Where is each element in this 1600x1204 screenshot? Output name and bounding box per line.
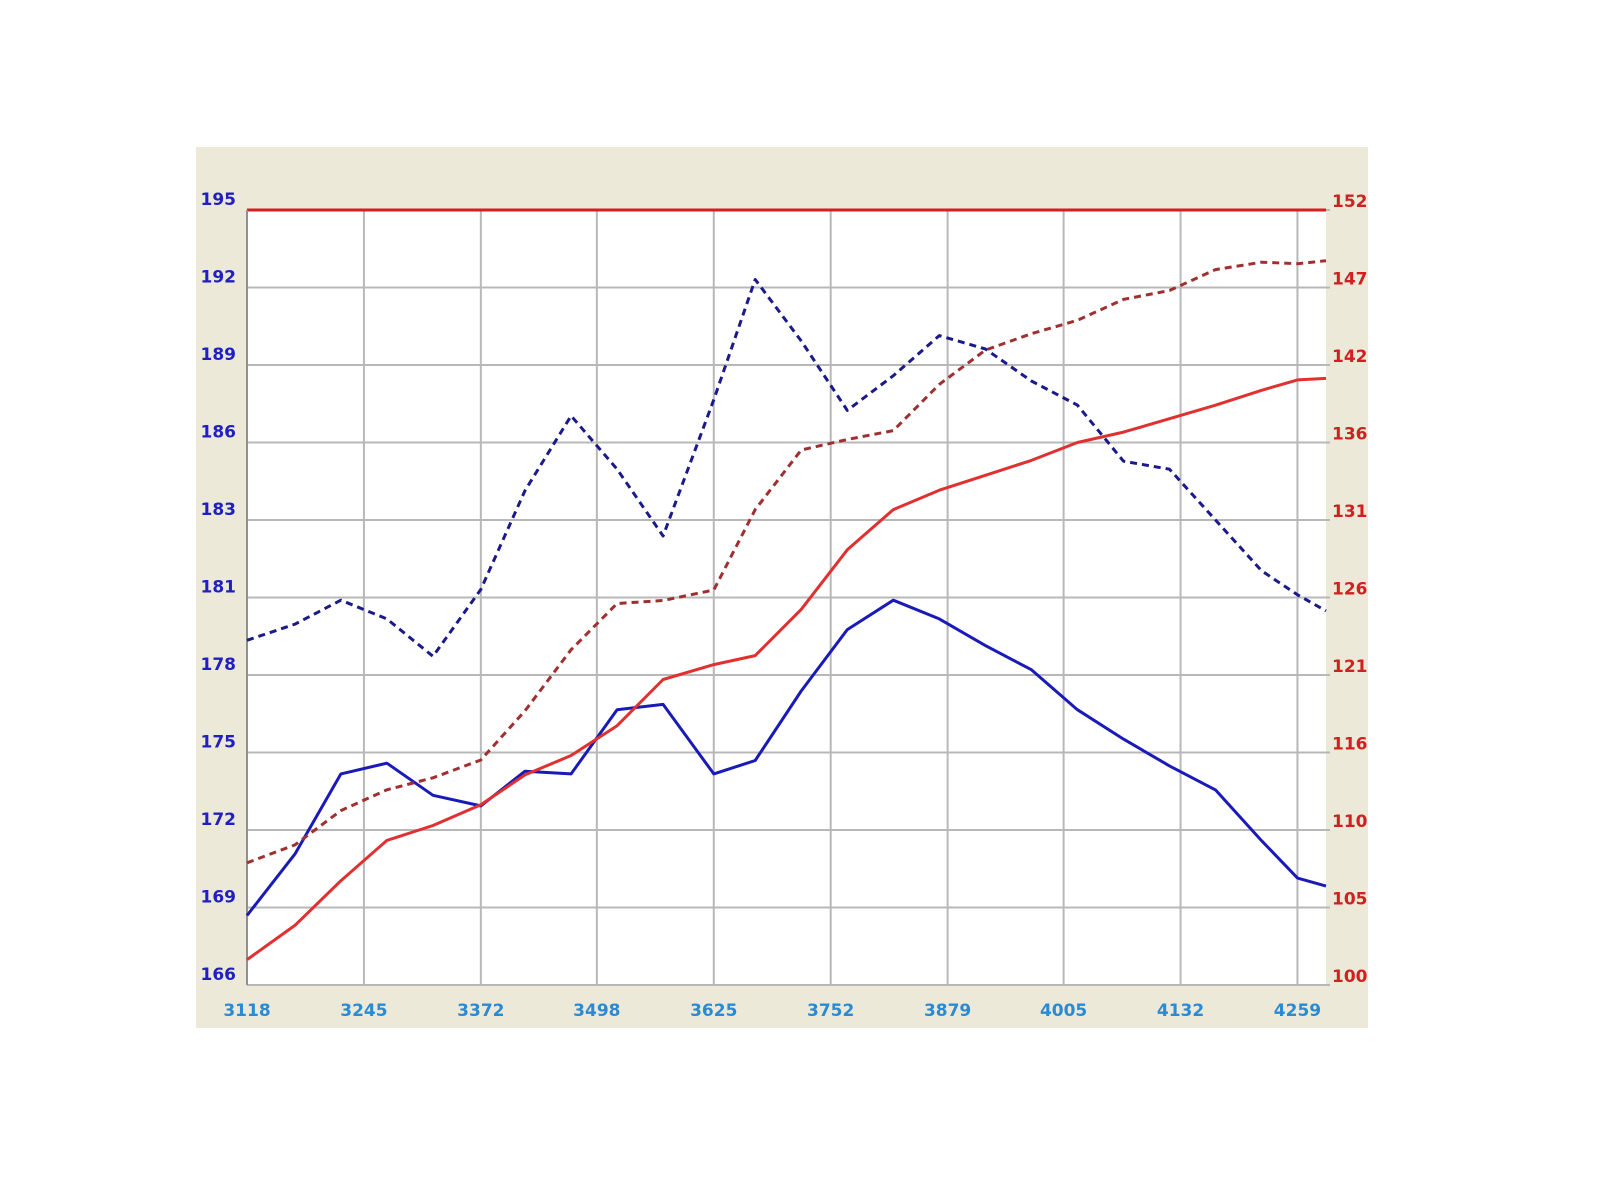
series-line (246, 259, 1327, 865)
y-tick-label: 192 (201, 268, 237, 288)
series-line (245, 598, 1327, 917)
y-tick-label: 172 (201, 810, 237, 830)
x-tick-label: 4005 (1040, 1001, 1087, 1021)
y2-tick-label: 110 (1332, 812, 1368, 832)
y-tick-label: 195 (201, 190, 237, 210)
x-tick-label: 3879 (924, 1001, 971, 1021)
y-tick-label: 189 (201, 345, 237, 365)
y2-tick-label: 147 (1332, 270, 1368, 290)
y-tick-label: 181 (201, 578, 237, 598)
x-tick-label: 3498 (573, 1001, 620, 1021)
y-tick-label: 166 (201, 965, 237, 985)
y-tick-label: 169 (201, 888, 237, 908)
y-tick-label: 178 (201, 655, 237, 675)
y2-tick-label: 142 (1332, 347, 1368, 367)
x-tick-label: 3372 (457, 1001, 504, 1021)
y2-tick-label: 136 (1332, 425, 1368, 445)
series-line (246, 376, 1327, 961)
y2-tick-label: 121 (1332, 657, 1368, 677)
x-tick-label: 3752 (807, 1001, 854, 1021)
x-tick-label: 4259 (1274, 1001, 1321, 1021)
y2-tick-label: 152 (1332, 192, 1368, 212)
y2-tick-label: 126 (1332, 580, 1368, 600)
y-tick-label: 186 (201, 423, 237, 443)
y2-tick-label: 100 (1332, 967, 1368, 987)
y-tick-label: 175 (201, 733, 237, 753)
y2-tick-label: 116 (1332, 735, 1368, 755)
x-tick-label: 3118 (223, 1001, 270, 1021)
y2-tick-label: 131 (1332, 502, 1368, 522)
y2-tick-label: 105 (1332, 890, 1368, 910)
series-line (246, 278, 1327, 658)
y-tick-label: 183 (201, 500, 237, 520)
x-tick-label: 3245 (340, 1001, 387, 1021)
x-tick-label: 3625 (690, 1001, 737, 1021)
x-tick-label: 4132 (1157, 1001, 1204, 1021)
